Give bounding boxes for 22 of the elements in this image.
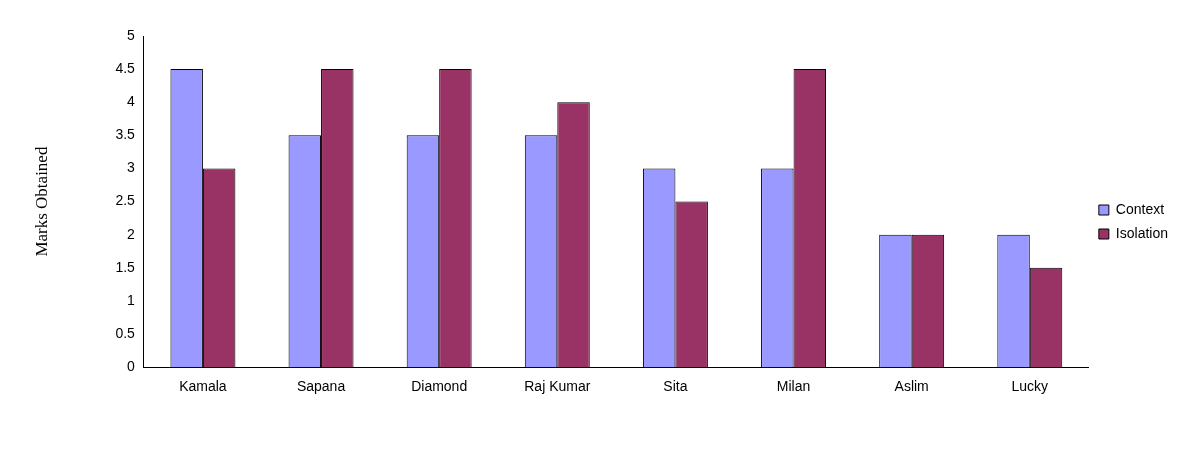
- y-tick-label: 3: [127, 159, 136, 176]
- y-tick-label: 5: [127, 26, 136, 43]
- y-axis-title: Marks Obtained: [31, 146, 51, 257]
- y-tick-label: 2: [127, 225, 136, 242]
- x-tick-label: Raj Kumar: [524, 378, 591, 395]
- y-tick-label: 3.5: [115, 126, 136, 143]
- x-tick-label: Milan: [776, 378, 811, 395]
- y-tick-label: 4.5: [115, 59, 136, 76]
- x-tick-label: Diamond: [411, 378, 468, 395]
- legend-label: Isolation: [1115, 224, 1169, 241]
- x-tick-label: Aslim: [894, 378, 929, 395]
- x-tick-label: Sita: [663, 378, 688, 395]
- y-tick-label: 1.5: [115, 258, 136, 275]
- x-tick-label: Lucky: [1011, 378, 1049, 395]
- y-tick-label: 2.5: [115, 192, 136, 209]
- y-tick-label: 0.5: [115, 324, 136, 341]
- y-tick-label: 0: [127, 358, 136, 375]
- legend-label: Context: [1115, 200, 1165, 217]
- x-tick-label: Sapana: [296, 378, 346, 395]
- x-tick-label: Kamala: [179, 378, 227, 395]
- y-tick-label: 4: [127, 93, 136, 110]
- y-tick-label: 1: [127, 291, 136, 308]
